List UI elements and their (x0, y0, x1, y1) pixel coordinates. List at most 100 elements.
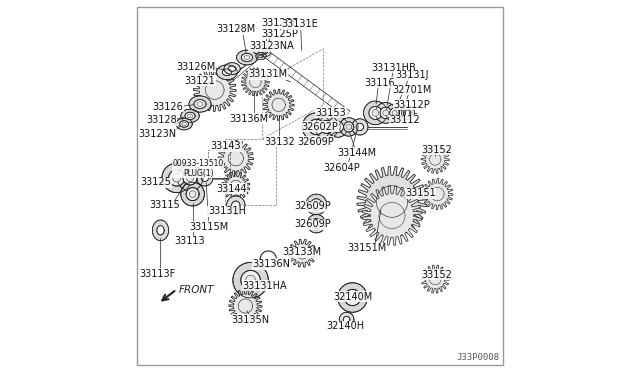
Text: 33144M: 33144M (337, 148, 376, 158)
Polygon shape (392, 110, 397, 115)
Polygon shape (311, 219, 321, 229)
Polygon shape (302, 113, 330, 141)
Polygon shape (335, 124, 340, 130)
Polygon shape (227, 196, 245, 214)
Polygon shape (339, 312, 354, 327)
Text: 33128: 33128 (146, 115, 177, 125)
Polygon shape (312, 123, 320, 131)
Polygon shape (222, 69, 232, 76)
Polygon shape (168, 170, 185, 186)
Polygon shape (253, 45, 267, 55)
Polygon shape (222, 172, 250, 200)
Polygon shape (259, 48, 271, 57)
Polygon shape (422, 179, 453, 210)
Polygon shape (390, 108, 399, 118)
Polygon shape (344, 289, 360, 306)
Polygon shape (218, 141, 253, 176)
Polygon shape (229, 289, 262, 323)
Polygon shape (256, 52, 266, 60)
Polygon shape (352, 119, 368, 135)
Text: 33125: 33125 (140, 177, 171, 187)
Text: 33115M: 33115M (189, 222, 228, 232)
Polygon shape (386, 104, 403, 122)
Polygon shape (364, 101, 387, 125)
Polygon shape (186, 174, 194, 182)
Polygon shape (162, 163, 191, 193)
Polygon shape (176, 118, 192, 130)
Polygon shape (241, 68, 269, 96)
Text: 33132: 33132 (264, 137, 295, 147)
Text: 33131M: 33131M (248, 70, 287, 80)
Text: 32604P: 32604P (323, 163, 360, 173)
Text: 33128M: 33128M (216, 24, 255, 34)
Text: 32140M: 32140M (333, 292, 373, 302)
Text: 33115: 33115 (149, 200, 180, 210)
Polygon shape (259, 54, 263, 58)
Polygon shape (177, 165, 203, 191)
Text: 33153: 33153 (316, 108, 346, 118)
Polygon shape (332, 121, 344, 132)
Polygon shape (308, 119, 324, 135)
Polygon shape (372, 110, 379, 116)
Text: 33112: 33112 (390, 115, 420, 125)
Polygon shape (328, 116, 348, 137)
Polygon shape (224, 62, 240, 74)
Polygon shape (157, 226, 164, 235)
Text: 33133M: 33133M (282, 247, 321, 257)
Text: 33131HB: 33131HB (371, 63, 416, 73)
Polygon shape (233, 262, 268, 298)
Polygon shape (173, 174, 181, 182)
Text: 33123N: 33123N (138, 129, 177, 139)
Text: 33131HA: 33131HA (243, 281, 287, 291)
Polygon shape (185, 112, 195, 119)
Polygon shape (310, 199, 322, 210)
Polygon shape (193, 68, 236, 112)
Polygon shape (182, 122, 186, 126)
Polygon shape (405, 110, 411, 116)
Polygon shape (344, 122, 354, 132)
Polygon shape (228, 66, 236, 71)
Text: 33121: 33121 (184, 76, 216, 86)
Text: 33125E: 33125E (261, 18, 298, 28)
Bar (209, 150, 230, 178)
Text: 33151: 33151 (405, 188, 436, 198)
Text: 33135N: 33135N (232, 315, 269, 325)
Polygon shape (362, 186, 422, 245)
Polygon shape (421, 145, 449, 173)
Polygon shape (346, 124, 351, 129)
Text: 32701M: 32701M (392, 85, 431, 95)
Polygon shape (197, 102, 203, 106)
Polygon shape (401, 106, 415, 119)
Polygon shape (181, 182, 204, 206)
Text: 32140H: 32140H (327, 321, 365, 331)
Polygon shape (315, 115, 339, 139)
Text: J33P0008: J33P0008 (456, 353, 499, 362)
Polygon shape (186, 187, 199, 201)
Text: 33116: 33116 (365, 78, 395, 88)
Text: FRONT: FRONT (179, 285, 214, 295)
Polygon shape (369, 106, 382, 119)
Text: 00933-13510
PLUG(1): 00933-13510 PLUG(1) (173, 158, 224, 178)
Polygon shape (194, 100, 206, 109)
Text: 33136M: 33136M (230, 114, 269, 124)
Text: 33125P: 33125P (261, 29, 298, 39)
Text: 33123NA: 33123NA (249, 41, 294, 51)
Polygon shape (216, 65, 237, 80)
Polygon shape (395, 106, 410, 120)
Polygon shape (241, 54, 253, 62)
Polygon shape (244, 55, 250, 60)
Polygon shape (241, 270, 260, 290)
Text: 33112P: 33112P (393, 100, 430, 110)
Text: 32602P: 32602P (301, 122, 339, 132)
Polygon shape (323, 124, 330, 130)
Polygon shape (314, 221, 319, 226)
Text: 33126M: 33126M (177, 62, 216, 72)
Text: 33113F: 33113F (140, 269, 175, 279)
Text: 33143: 33143 (211, 141, 241, 151)
Text: 33152: 33152 (421, 270, 452, 280)
Polygon shape (257, 48, 263, 52)
Polygon shape (307, 214, 326, 233)
Text: 33144: 33144 (216, 184, 246, 194)
Text: 33151M: 33151M (348, 243, 387, 253)
Polygon shape (306, 194, 326, 215)
